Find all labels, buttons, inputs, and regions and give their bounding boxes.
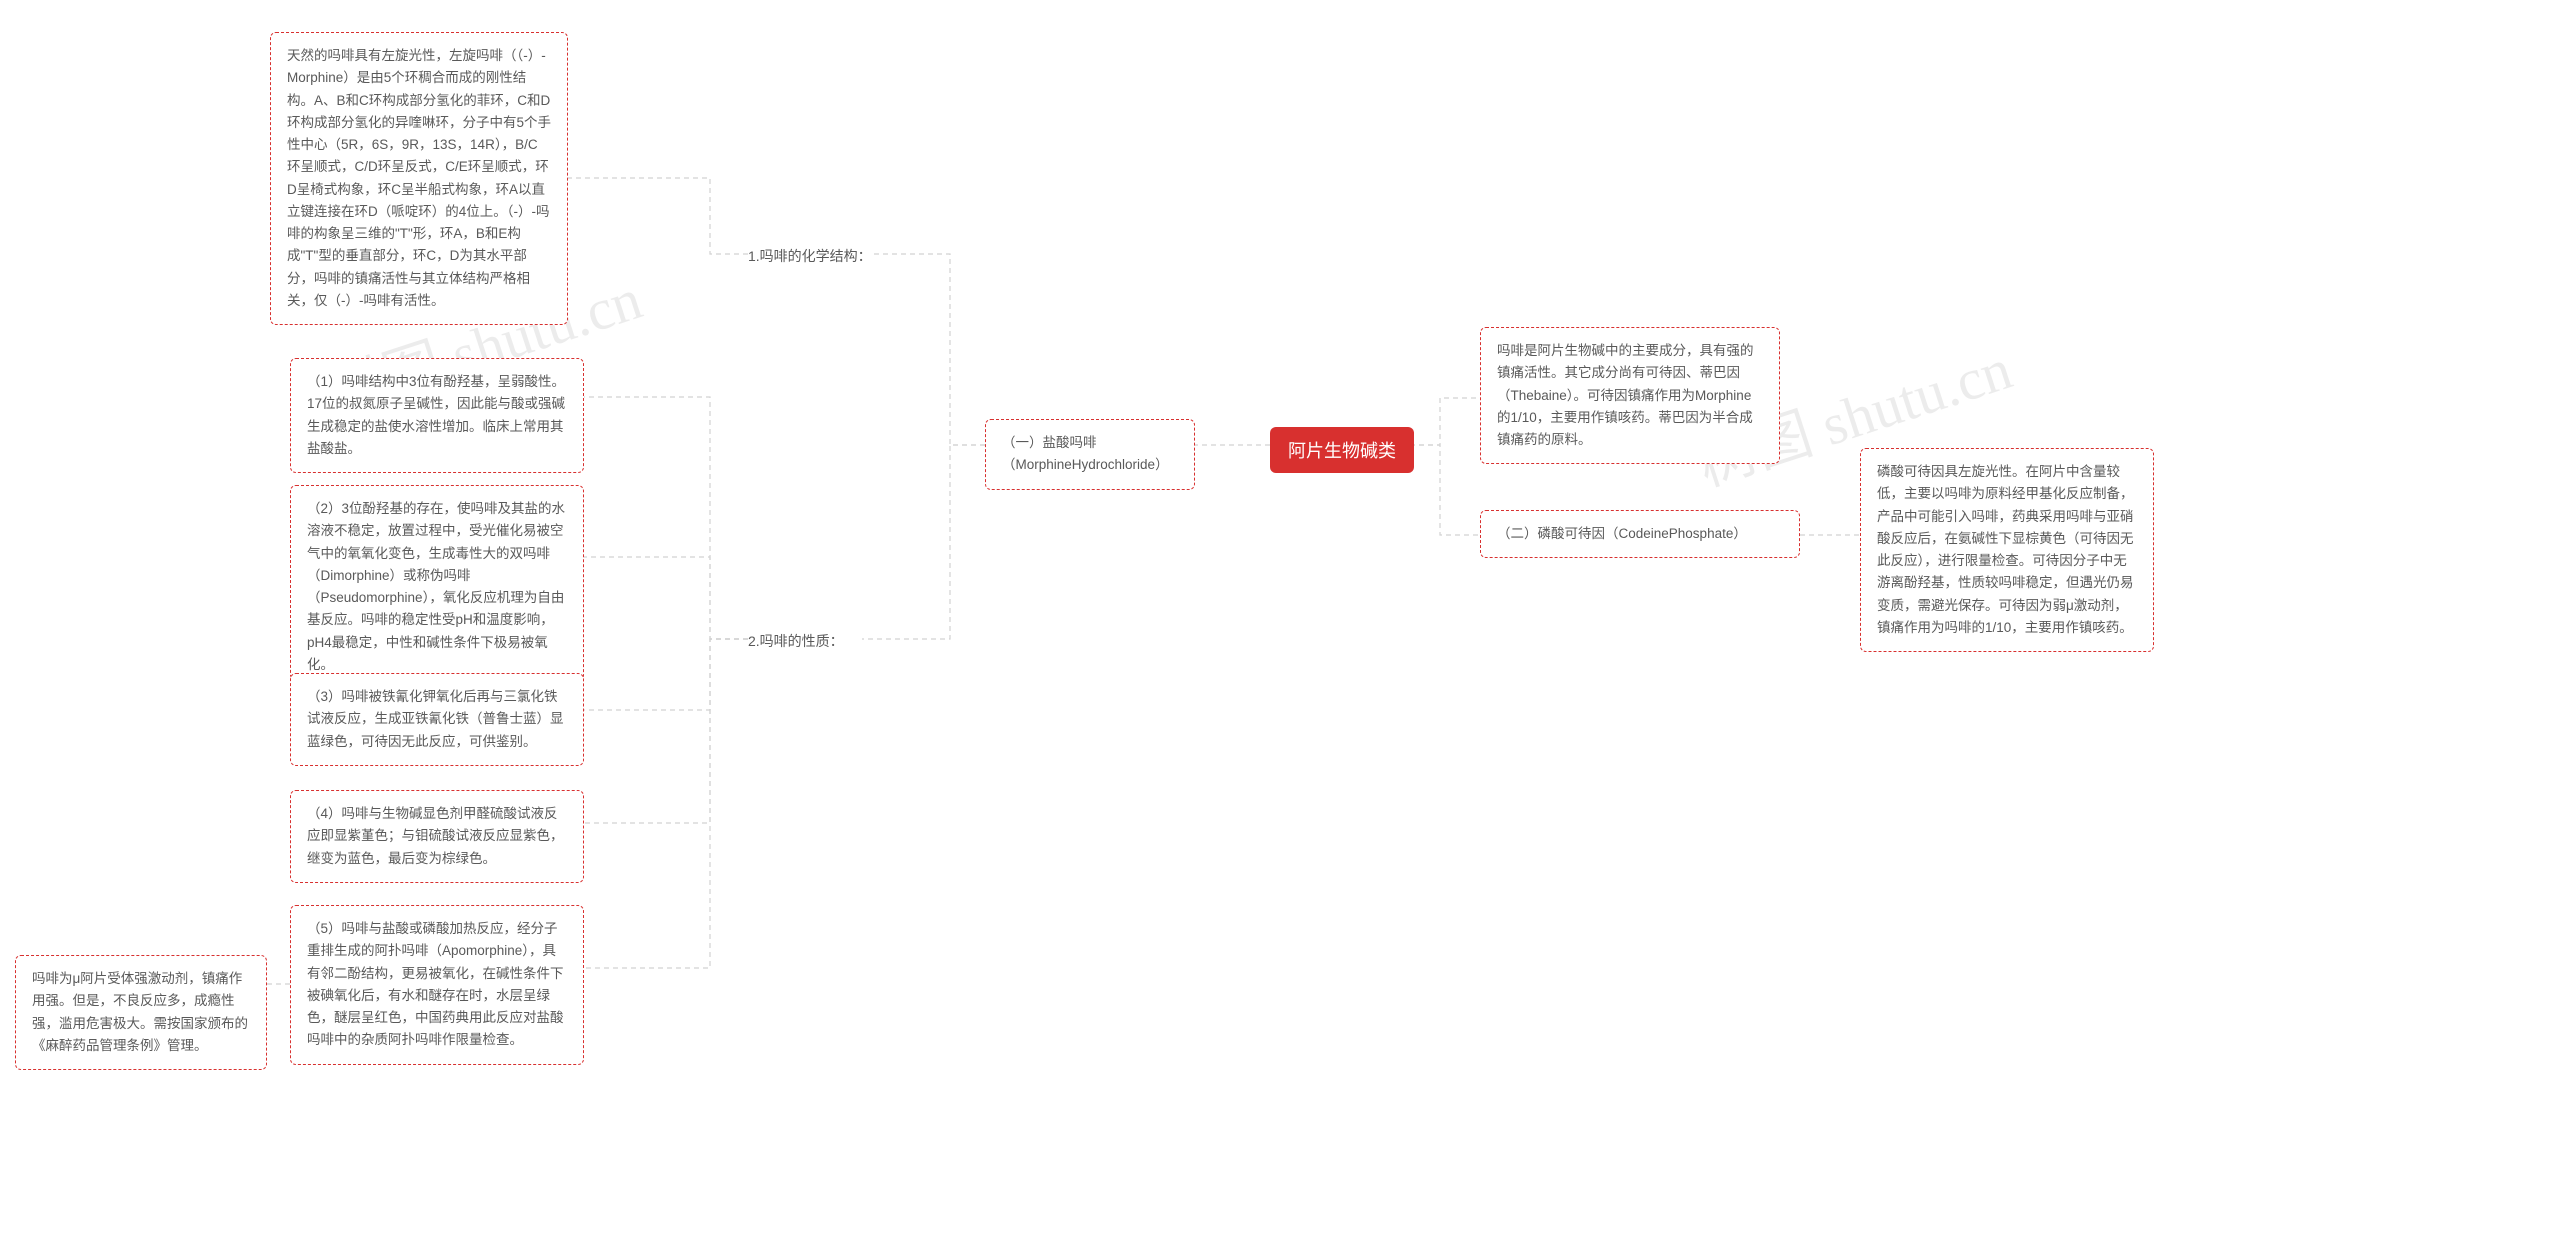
section-1-title: （一）盐酸吗啡（MorphineHydrochloride）: [985, 419, 1195, 490]
section-2-title: （二）磷酸可待因（CodeinePhosphate）: [1480, 510, 1800, 558]
extra-note: 吗啡为μ阿片受体强激动剂，镇痛作用强。但是，不良反应多，成瘾性强，滥用危害极大。…: [15, 955, 267, 1070]
struct-label: 1.吗啡的化学结构：: [748, 245, 872, 267]
root-node: 阿片生物碱类: [1270, 427, 1414, 473]
struct-content: 天然的吗啡具有左旋光性，左旋吗啡（（-）-Morphine）是由5个环稠合而成的…: [270, 32, 568, 325]
intro-node: 吗啡是阿片生物碱中的主要成分，具有强的镇痛活性。其它成分尚有可待因、蒂巴因（Th…: [1480, 327, 1780, 464]
prop-5: （5）吗啡与盐酸或磷酸加热反应，经分子重排生成的阿扑吗啡（Apomorphine…: [290, 905, 584, 1065]
props-label: 2.吗啡的性质：: [748, 630, 844, 652]
prop-4: （4）吗啡与生物碱显色剂甲醛硫酸试液反应即显紫堇色；与钼硫酸试液反应显紫色，继变…: [290, 790, 584, 883]
prop-1: （1）吗啡结构中3位有酚羟基，呈弱酸性。17位的叔氮原子呈碱性，因此能与酸或强碱…: [290, 358, 584, 473]
prop-3: （3）吗啡被铁氰化钾氧化后再与三氯化铁试液反应，生成亚铁氰化铁（普鲁士蓝）显蓝绿…: [290, 673, 584, 766]
section-2-content: 磷酸可待因具左旋光性。在阿片中含量较低，主要以吗啡为原料经甲基化反应制备，产品中…: [1860, 448, 2154, 652]
prop-2: （2）3位酚羟基的存在，使吗啡及其盐的水溶液不稳定，放置过程中，受光催化易被空气…: [290, 485, 584, 689]
